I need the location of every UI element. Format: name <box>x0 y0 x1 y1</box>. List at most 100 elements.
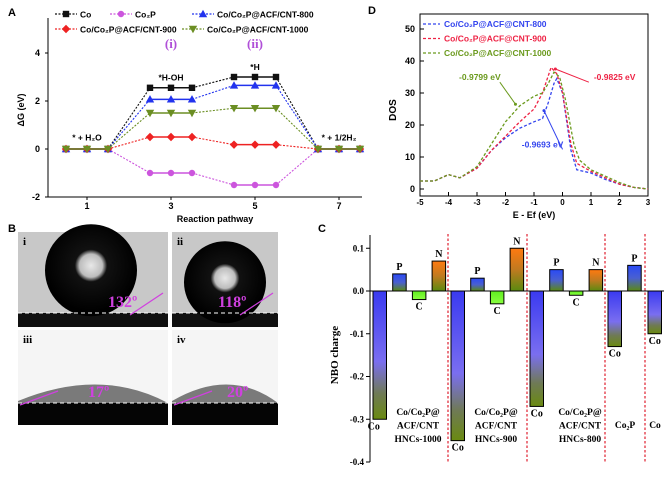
data-point <box>146 169 154 177</box>
y-tick-label: 40 <box>405 56 415 66</box>
transition-line <box>275 148 319 186</box>
transition-line <box>275 85 319 150</box>
legend-item: Co/Co₂P@ACF/CNT-900 <box>55 25 177 35</box>
data-point <box>167 84 175 91</box>
data-point <box>271 105 281 113</box>
group-label: Co/Co₂P@ <box>396 408 440 418</box>
y-axis-label: DOS <box>388 99 399 121</box>
transition-line <box>107 148 151 174</box>
legend-label: Co/Co₂P@ACF@CNT-1000 <box>444 48 552 58</box>
y-axis-label: ΔG (eV) <box>16 94 26 127</box>
bar-Co <box>607 290 622 348</box>
legend-label: Co/Co₂P@ACF/CNT-900 <box>80 25 177 35</box>
contact-angle-image-iv: 20º iv <box>172 330 278 425</box>
data-point <box>271 81 281 89</box>
dos-curve-1 <box>420 66 649 190</box>
data-point <box>313 145 323 154</box>
data-point <box>251 73 259 81</box>
data-point <box>230 181 238 189</box>
data-point <box>166 109 176 118</box>
y-tick-label: 0 <box>35 144 40 154</box>
dos-curve-2 <box>420 71 649 190</box>
bar-P <box>627 264 642 292</box>
data-point <box>61 145 71 154</box>
contact-angle-image-iii: 17º iii <box>18 330 168 425</box>
data-point <box>167 169 175 177</box>
contact-angle-value: 132º <box>108 294 137 311</box>
transition-line <box>275 107 319 150</box>
arrow-head <box>553 67 557 71</box>
x-axis-label: E - Ef (eV) <box>513 210 556 220</box>
x-axis-label: Reaction pathway <box>177 214 254 224</box>
bar-group-3: Co P Co₂P <box>607 253 642 431</box>
legend-item: Co/Co₂P@ACF/CNT-800 <box>192 10 314 20</box>
group-label: HNCs-800 <box>559 435 601 445</box>
bar-C <box>568 290 584 296</box>
data-point <box>188 25 198 34</box>
contact-angle-value: 118º <box>218 294 246 311</box>
bar-group-0: Co P C N Co/Co₂P@ ACF/CNT HNCs-1000 <box>368 249 447 445</box>
x-tick-label: -2 <box>502 198 510 207</box>
legend-label: Co <box>80 10 91 20</box>
data-point <box>166 132 176 142</box>
data-point <box>355 145 365 154</box>
x-tick-label: -1 <box>530 198 538 207</box>
transition-line <box>275 144 319 150</box>
data-point <box>117 10 125 18</box>
y-tick-label: -0.4 <box>350 457 365 467</box>
atom-label: N <box>592 258 600 269</box>
panel-d-dos-chart: 0 10 20 30 40 50 -5 -4 -3 -2 -1 0 1 2 3 E - Ef (eV) DOS C… <box>388 13 651 220</box>
image-label: iii <box>23 334 32 346</box>
bar-N <box>431 260 447 292</box>
atom-label: N <box>435 249 443 260</box>
panel-label-a: A <box>8 7 16 19</box>
legend-item: Co₂P <box>110 10 156 20</box>
data-point <box>145 132 155 142</box>
data-point <box>272 181 280 189</box>
y-axis-label: NBO charge <box>329 326 341 384</box>
transition-line <box>191 84 235 100</box>
substrate <box>172 403 278 425</box>
image-label: i <box>23 236 26 248</box>
data-point <box>187 109 197 118</box>
bar-N <box>509 247 525 292</box>
x-tick-label: -5 <box>416 198 424 207</box>
data-point <box>250 81 260 89</box>
bar-group-2: Co P C N Co/Co₂P@ ACF/CNT HNCs-800 <box>529 258 604 445</box>
annotation-arrow <box>499 81 516 105</box>
atom-label: C <box>573 297 580 308</box>
atom-label: C <box>416 302 423 313</box>
group-label: Co <box>649 421 661 431</box>
panel-c-nbo-charge-chart: -0.4 -0.3 -0.2 -0.1 0.0 0.1 NBO charge Co P C N Co/… <box>329 234 664 467</box>
transition-line <box>107 112 151 150</box>
tangent-line <box>129 292 164 316</box>
data-point <box>229 140 239 149</box>
group-label: Co/Co₂P@ <box>558 408 602 418</box>
legend-label: Co/Co₂P@ACF@CNT-900 <box>444 34 547 44</box>
data-point <box>187 95 197 103</box>
annotation: *H <box>250 62 259 72</box>
y-tick-label: -0.2 <box>350 372 365 382</box>
group-label: HNCs-1000 <box>395 435 442 445</box>
data-point <box>145 95 155 103</box>
panel-label-d: D <box>368 5 376 17</box>
data-point <box>334 145 344 154</box>
y-tick-label: 10 <box>405 152 415 162</box>
legend-label: Co/Co₂P@ACF@CNT-800 <box>444 19 547 29</box>
group-label: HNCs-900 <box>475 435 517 445</box>
data-point <box>230 73 238 81</box>
x-tick-label: 5 <box>252 201 257 211</box>
bar-Co <box>450 290 465 442</box>
atom-label: P <box>396 262 402 273</box>
transition-line <box>191 76 235 89</box>
data-point <box>103 145 113 154</box>
data-point <box>229 81 239 89</box>
data-point <box>198 9 208 18</box>
panel-label-b: B <box>8 223 16 235</box>
data-point <box>250 140 260 149</box>
contact-angle-value: 20º <box>227 384 248 401</box>
atom-label: Co <box>452 443 464 454</box>
atom-label: P <box>631 253 637 264</box>
y-tick-label: 2 <box>35 96 40 106</box>
